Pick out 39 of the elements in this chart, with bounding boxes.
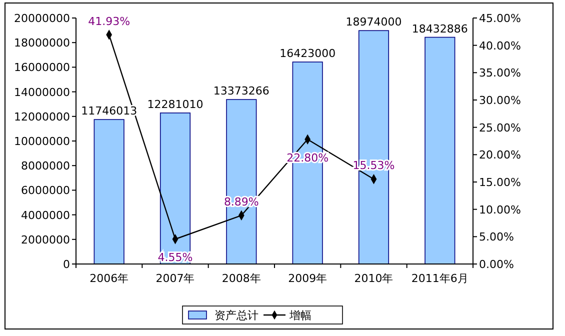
y2-tick-label: 5.00% — [479, 230, 514, 244]
data-label: 16423000 — [280, 46, 336, 60]
data-label: 13373266 — [213, 84, 270, 98]
data-label: 18974000 — [346, 16, 402, 29]
y2-tick-label: 20.00% — [479, 148, 521, 162]
bar — [94, 119, 124, 264]
x-tick-label: 2009年 — [288, 272, 328, 285]
y2-tick-label: 40.00% — [479, 39, 521, 52]
y-tick-label: 4000000 — [21, 208, 70, 222]
data-label: 18432886 — [412, 22, 468, 36]
bar — [160, 112, 191, 264]
y2-tick-label: 45.00% — [479, 12, 521, 25]
x-tick-label: 2006年 — [90, 272, 129, 285]
y-tick-label: 18000000 — [14, 36, 70, 50]
x-tick-label: 2011年6月 — [411, 272, 468, 285]
x-tick-label: 2010年 — [354, 272, 394, 285]
data-label: 41.93% — [88, 14, 130, 28]
y2-tick-label: 25.00% — [479, 121, 521, 134]
y-tick-label: 14000000 — [14, 86, 70, 99]
y2-tick-label: 35.00% — [479, 66, 521, 80]
x-tick-label: 2007年 — [156, 272, 195, 285]
y-tick-label: 2000000 — [21, 233, 70, 246]
y-tick-label: 10000000 — [14, 135, 70, 148]
bar — [226, 99, 257, 264]
y-tick-label: 0 — [63, 258, 70, 271]
legend-label: 资产总计 — [214, 309, 258, 322]
y-tick-label: 20000000 — [14, 12, 70, 25]
y-tick-label: 8000000 — [21, 160, 70, 173]
y-tick-label: 16000000 — [14, 61, 70, 74]
y2-tick-label: 0.00% — [479, 258, 514, 271]
y2-tick-label: 30.00% — [479, 94, 521, 107]
bar — [424, 36, 456, 264]
legend-label: 增幅 — [288, 309, 312, 322]
y-tick-label: 6000000 — [21, 184, 70, 198]
data-label: 12281010 — [147, 98, 204, 111]
x-tick-label: 2008年 — [222, 272, 261, 285]
y-tick-label: 12000000 — [14, 110, 70, 124]
y2-tick-label: 10.00% — [479, 203, 521, 216]
y2-tick-label: 15.00% — [479, 176, 521, 189]
